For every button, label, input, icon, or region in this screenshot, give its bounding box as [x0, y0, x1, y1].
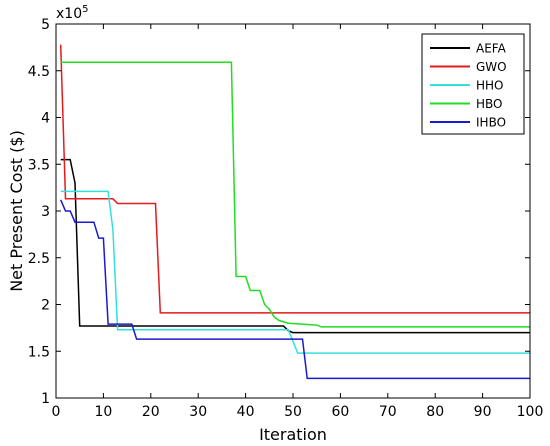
x-axis-label: Iteration: [259, 425, 327, 444]
y-multiplier-label: x105: [56, 4, 88, 22]
x-tick-label: 60: [331, 404, 349, 420]
y-axis-label: Net Present Cost ($): [7, 130, 26, 292]
series-layer: [59, 44, 530, 380]
y-tick-label: 2.5: [28, 251, 50, 267]
series-line-gwo: [59, 44, 530, 314]
y-multiplier-exponent: 5: [82, 4, 88, 15]
y-tick-label: 2: [41, 298, 50, 314]
y-tick-label: 3: [41, 204, 50, 220]
x-tick-label: 90: [474, 404, 492, 420]
x-tick-label: 20: [142, 404, 160, 420]
legend-label-gwo: GWO: [476, 60, 507, 74]
series-line-hbo: [60, 61, 530, 328]
y-tick-label: 4.5: [28, 64, 50, 80]
y-tick-label: 5: [41, 17, 50, 33]
x-tick-label: 10: [94, 404, 112, 420]
legend-label-aefa: AEFA: [476, 42, 507, 56]
legend-label-ihbo: IHBO: [476, 116, 506, 130]
x-tick-label: 50: [284, 404, 302, 420]
series-line-hho: [60, 190, 530, 354]
y-tick-label: 1: [41, 391, 50, 407]
y-tick-label: 3.5: [28, 157, 50, 173]
legend-label-hbo: HBO: [476, 97, 503, 111]
x-tick-label: 100: [517, 404, 544, 420]
x-tick-label: 30: [189, 404, 207, 420]
y-multiplier-base: x10: [56, 6, 82, 22]
legend: AEFA GWO HHO HBO IHBO: [421, 33, 525, 135]
x-tick-label: 40: [237, 404, 255, 420]
series-line-aefa: [60, 158, 530, 334]
x-tick-label: 80: [426, 404, 444, 420]
x-tick-label: 70: [379, 404, 397, 420]
y-tick-label: 1.5: [28, 344, 50, 360]
legend-label-hho: HHO: [476, 79, 504, 93]
series-line-ihbo: [60, 199, 530, 380]
x-tick-label: 0: [52, 404, 61, 420]
y-tick-label: 4: [41, 111, 50, 127]
tick-layer: 0 10 20 30 40 50 60 70 80 90 100 1 1.5 2 2.5 3 3.5 4 4.5 5: [28, 17, 544, 420]
